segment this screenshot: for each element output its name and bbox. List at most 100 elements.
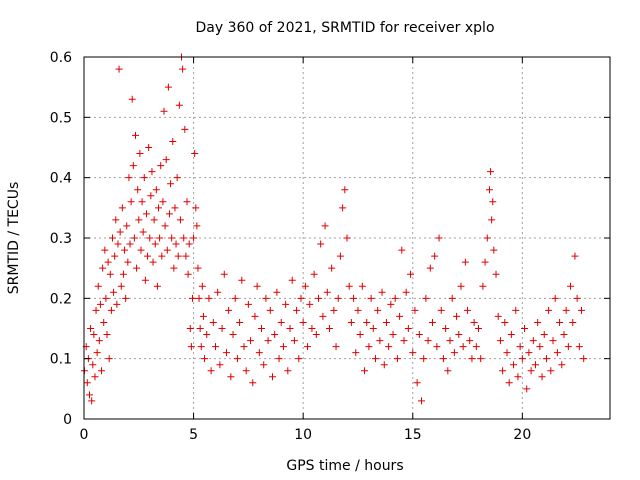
data-point xyxy=(104,258,112,266)
data-point xyxy=(525,349,533,357)
data-point xyxy=(205,294,213,302)
data-point xyxy=(108,234,116,242)
data-point xyxy=(290,337,298,345)
data-point xyxy=(148,168,156,176)
data-point xyxy=(139,228,147,236)
data-point xyxy=(481,258,489,266)
data-point xyxy=(214,288,222,296)
data-point xyxy=(387,300,395,308)
data-point xyxy=(450,349,458,357)
data-point xyxy=(527,367,535,375)
data-point xyxy=(247,337,255,345)
data-point xyxy=(172,240,180,248)
x-axis-title: GPS time / hours xyxy=(286,458,403,474)
data-point xyxy=(87,325,95,332)
data-point xyxy=(501,318,509,326)
data-point xyxy=(569,318,577,326)
data-point xyxy=(125,174,133,182)
y-tick-label: 0.5 xyxy=(50,110,72,126)
x-tick-label: 20 xyxy=(513,427,531,443)
data-point xyxy=(369,325,377,332)
data-point xyxy=(92,306,100,314)
data-point xyxy=(152,186,160,194)
data-point xyxy=(376,337,384,345)
data-point xyxy=(321,222,329,230)
x-tick-label: 0 xyxy=(80,427,89,443)
data-point xyxy=(117,282,125,290)
y-tick-label: 0.6 xyxy=(50,50,72,66)
y-tick-label: 0.1 xyxy=(50,352,72,368)
data-point xyxy=(489,198,497,206)
data-point xyxy=(107,306,115,314)
data-point xyxy=(194,264,202,272)
data-point xyxy=(185,240,193,248)
data-point xyxy=(130,234,138,242)
points-layer xyxy=(80,53,588,405)
data-point xyxy=(157,162,165,170)
data-point xyxy=(347,318,355,326)
data-point xyxy=(110,288,118,296)
data-point xyxy=(196,325,204,332)
data-point xyxy=(336,252,344,260)
data-point xyxy=(124,258,132,266)
data-point xyxy=(218,325,226,332)
data-point xyxy=(356,331,364,339)
data-point xyxy=(222,349,230,357)
tick-labels-layer: 0 5 10 15 20 0 0.1 0.2 0.3 0.4 0.5 0.6 xyxy=(50,50,532,443)
data-point xyxy=(444,367,452,375)
data-point xyxy=(136,150,144,158)
data-point xyxy=(567,282,575,290)
data-point xyxy=(162,156,170,164)
x-tick-label: 15 xyxy=(404,427,422,443)
data-point xyxy=(312,331,320,339)
data-point xyxy=(244,300,252,308)
data-point xyxy=(323,288,331,296)
data-point xyxy=(119,270,127,278)
data-point xyxy=(319,312,327,320)
data-point xyxy=(165,210,173,218)
data-point xyxy=(461,258,469,266)
data-point xyxy=(442,325,450,332)
data-point xyxy=(306,300,314,308)
data-point xyxy=(253,282,261,290)
data-point xyxy=(415,331,423,339)
ticks-layer xyxy=(83,56,610,420)
data-point xyxy=(332,343,340,351)
y-tick-label: 0 xyxy=(63,412,72,428)
data-point xyxy=(400,337,408,345)
data-point xyxy=(98,367,106,375)
data-point xyxy=(187,343,195,351)
data-point xyxy=(396,312,404,320)
data-point xyxy=(518,355,526,363)
data-point xyxy=(103,331,111,339)
data-point xyxy=(176,216,184,224)
data-point xyxy=(496,337,504,345)
data-point xyxy=(167,180,175,188)
data-point xyxy=(542,355,550,363)
data-point xyxy=(100,318,108,326)
data-point xyxy=(160,107,168,115)
data-point xyxy=(279,343,287,351)
data-point xyxy=(310,270,318,278)
data-point xyxy=(111,252,119,260)
data-point xyxy=(181,125,189,133)
data-point xyxy=(236,318,244,326)
data-point xyxy=(494,312,502,320)
data-point xyxy=(192,204,200,212)
data-point xyxy=(170,264,178,272)
data-point xyxy=(190,234,198,242)
data-point xyxy=(516,343,524,351)
data-point xyxy=(457,282,465,290)
data-point xyxy=(422,294,430,302)
data-point xyxy=(255,349,263,357)
data-point xyxy=(233,355,241,363)
data-point xyxy=(227,373,235,381)
data-point xyxy=(121,246,129,254)
data-point xyxy=(209,318,217,326)
chart-title: Day 360 of 2021, SRMTID for receiver xpl… xyxy=(195,20,494,36)
y-tick-label: 0.3 xyxy=(50,231,72,247)
data-point xyxy=(88,397,96,405)
data-point xyxy=(431,252,439,260)
data-point xyxy=(271,331,279,339)
